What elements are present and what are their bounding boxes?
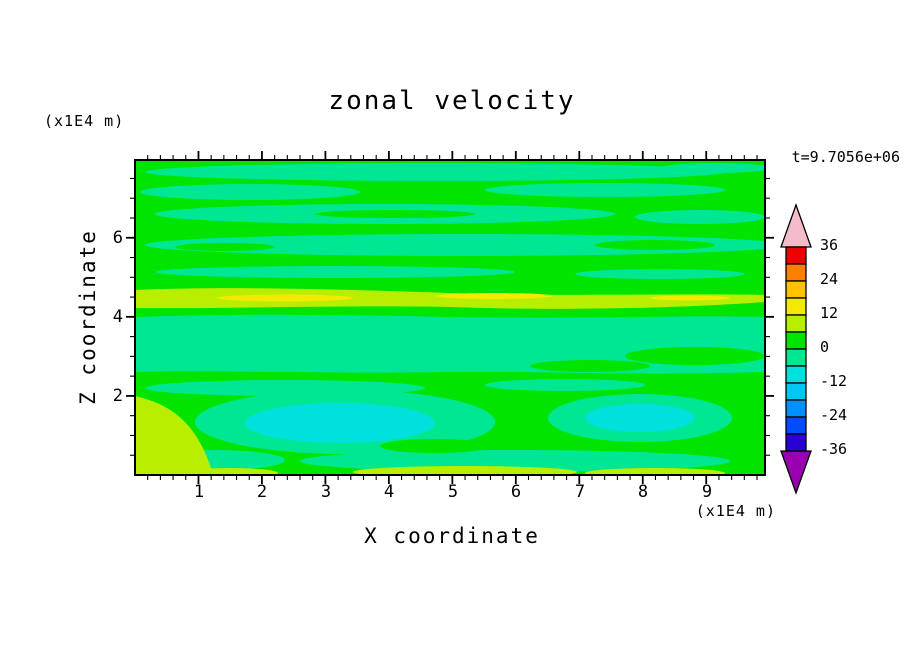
z-tick-label: 6 bbox=[112, 228, 123, 248]
plot-title: zonal velocity bbox=[328, 86, 576, 116]
y-axis-units: (x1E4 m) bbox=[44, 112, 125, 130]
x-tick-label: 9 bbox=[701, 482, 713, 502]
x-tick-label: 8 bbox=[637, 482, 649, 502]
colorbar-label: 24 bbox=[820, 270, 839, 288]
colorbar-label: -36 bbox=[820, 440, 848, 458]
x-axis-units: (x1E4 m) bbox=[695, 502, 776, 520]
colorbar-top-arrow bbox=[780, 203, 812, 248]
x-tick-label: 2 bbox=[256, 482, 268, 502]
colorbar-label: 0 bbox=[820, 338, 830, 356]
colorbar-bottom-arrow bbox=[780, 450, 812, 495]
z-tick-label: 2 bbox=[112, 386, 123, 406]
x-tick-label: 6 bbox=[510, 482, 522, 502]
x-axis-title: X coordinate bbox=[364, 524, 540, 548]
x-tick-label: 5 bbox=[447, 482, 459, 502]
z-tick-label: 4 bbox=[112, 307, 123, 327]
x-tick-label: 1 bbox=[193, 482, 205, 502]
colorbar-label: -24 bbox=[820, 406, 848, 424]
z-axis-title: Z coordinate bbox=[76, 229, 100, 405]
colorbar bbox=[780, 203, 812, 495]
contour-field bbox=[135, 160, 765, 475]
x-tick-label: 4 bbox=[383, 482, 395, 502]
time-annotation: t=9.7056e+06 bbox=[791, 148, 900, 166]
x-tick-label: 3 bbox=[320, 482, 332, 502]
colorbar-label: -12 bbox=[820, 372, 848, 390]
colorbar-label: 12 bbox=[820, 304, 839, 322]
x-tick-label: 7 bbox=[574, 482, 586, 502]
colorbar-label: 36 bbox=[820, 236, 839, 254]
